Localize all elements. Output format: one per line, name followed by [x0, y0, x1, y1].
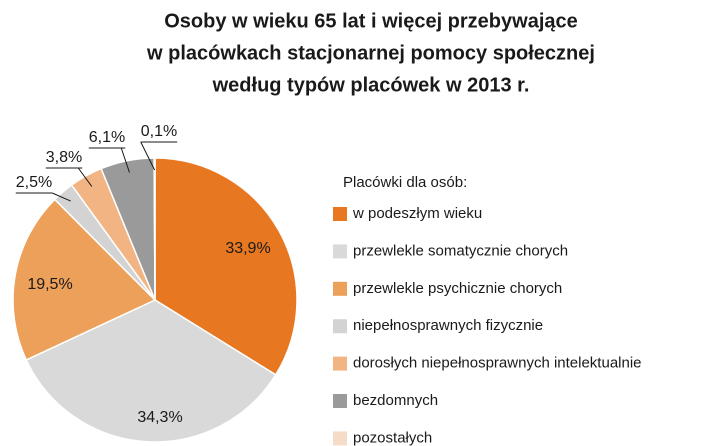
legend-title: Placówki dla osób: — [343, 174, 467, 191]
legend-swatch — [333, 319, 347, 334]
chart-title: w placówkach stacjonarnej pomocy społecz… — [146, 42, 595, 64]
data-label: 6,1% — [89, 129, 125, 146]
data-label: 34,3% — [137, 409, 182, 426]
leader-line — [77, 167, 93, 187]
pie-slice — [12, 198, 157, 361]
legend-swatch — [333, 394, 347, 408]
leader-line — [120, 147, 130, 173]
legend-label: pozostałych — [353, 429, 432, 446]
leader-line — [52, 192, 71, 202]
data-label: 19,5% — [27, 276, 72, 293]
pie-slice — [154, 157, 298, 376]
pie-slice — [25, 299, 277, 443]
legend-label: dorosłych niepełnosprawnych intelektualn… — [353, 355, 642, 372]
data-label: 0,1% — [141, 123, 177, 140]
data-label: 3,8% — [46, 149, 82, 166]
legend-label: przewlekle psychicznie chorych — [353, 280, 562, 297]
legend-swatch — [333, 244, 347, 259]
legend-label: przewlekle somatycznie chorych — [353, 242, 568, 259]
legend-swatch — [333, 356, 347, 371]
leader-line — [140, 141, 156, 171]
legend-swatch — [333, 281, 347, 296]
chart-title: według typów placówek w 2013 r. — [212, 74, 530, 96]
data-label: 33,9% — [225, 240, 270, 257]
pie-slice — [153, 157, 156, 301]
chart-title: Osoby w wieku 65 lat i więcej przebywają… — [164, 10, 578, 32]
data-label: 2,5% — [16, 174, 52, 191]
legend-label: w podeszłym wieku — [352, 205, 482, 222]
legend-label: bezdomnych — [353, 392, 438, 409]
legend-label: niepełnosprawnych fizycznie — [353, 317, 543, 334]
legend-swatch — [333, 431, 347, 446]
legend-swatch — [333, 207, 347, 221]
